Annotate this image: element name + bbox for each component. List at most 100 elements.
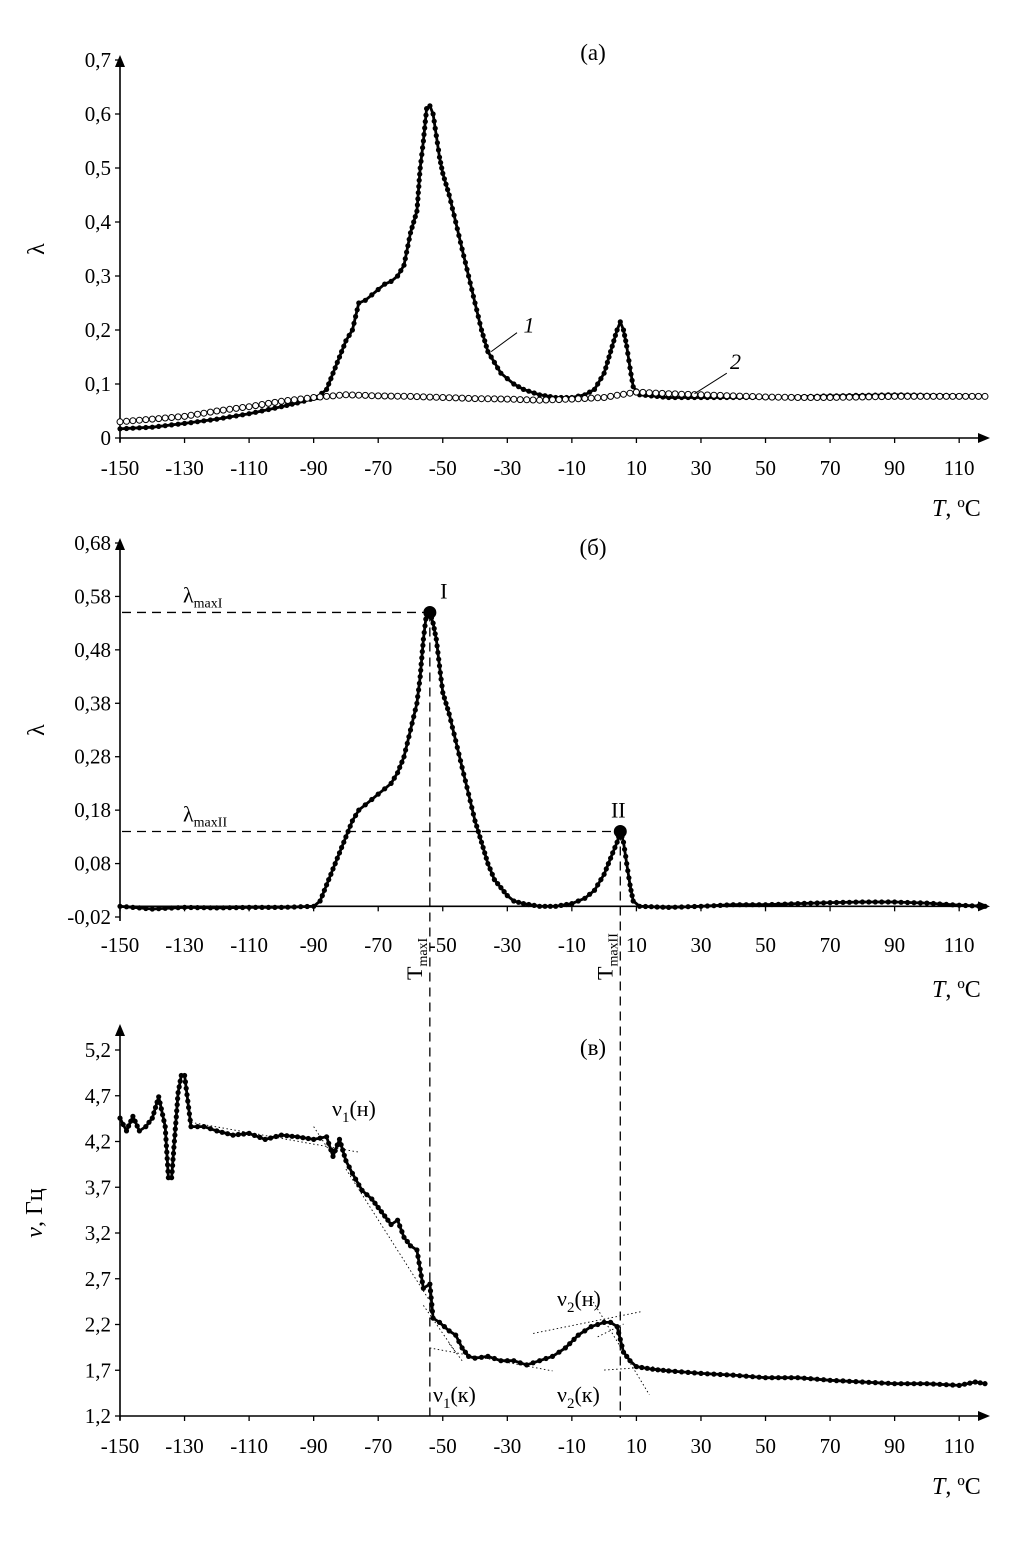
data-point — [241, 1131, 247, 1137]
data-point — [917, 1381, 924, 1387]
data-point — [788, 1375, 794, 1381]
data-point — [188, 904, 194, 911]
data-point — [852, 393, 860, 401]
data-point — [568, 395, 576, 403]
data-point — [614, 1324, 620, 1330]
data-point — [774, 393, 782, 401]
data-point — [332, 365, 338, 371]
data-point — [660, 904, 666, 910]
x-tick-label: 90 — [884, 456, 905, 480]
data-point — [467, 798, 473, 804]
data-point — [678, 390, 686, 398]
data-point — [334, 855, 340, 861]
data-point — [821, 1377, 827, 1383]
x-tick-label: -110 — [230, 1434, 268, 1458]
tangent-line — [597, 1323, 624, 1338]
data-point — [170, 1150, 177, 1156]
data-point — [400, 392, 408, 400]
data-point — [416, 1260, 422, 1266]
data-point — [240, 904, 246, 911]
data-point — [591, 887, 598, 893]
data-point — [775, 901, 782, 907]
data-point — [762, 902, 769, 908]
data-point — [762, 393, 769, 401]
annotation-n1-end: ν1(к) — [433, 1382, 476, 1412]
tangent-line — [590, 1298, 650, 1395]
data-point — [430, 620, 436, 626]
peak-2-lambda-label-part: λ — [183, 802, 194, 827]
data-point — [736, 392, 744, 400]
data-point — [175, 905, 181, 911]
data-point — [955, 392, 963, 400]
x-tick-label: 50 — [755, 933, 776, 957]
data-point — [537, 392, 543, 398]
data-point — [321, 887, 327, 893]
data-point — [235, 1131, 241, 1138]
data-point — [149, 424, 155, 430]
data-point — [174, 1102, 180, 1108]
x-tick-label: -130 — [165, 1434, 204, 1458]
data-point — [595, 882, 601, 888]
data-point — [362, 297, 368, 303]
data-point — [417, 1266, 423, 1272]
data-point — [885, 1380, 891, 1386]
data-point — [349, 1170, 355, 1176]
data-point — [407, 392, 414, 400]
data-point — [582, 1328, 588, 1334]
tangent-line — [429, 1347, 553, 1372]
data-point — [488, 354, 494, 360]
data-point — [742, 392, 750, 400]
data-point — [872, 1380, 878, 1386]
data-point — [201, 418, 207, 424]
data-point — [411, 714, 417, 720]
data-point — [911, 900, 917, 906]
y-tick-label: 0,08 — [74, 852, 111, 876]
data-point — [478, 395, 485, 403]
annotation-n1-end-part: (к) — [450, 1382, 475, 1407]
data-point — [419, 393, 427, 401]
data-point — [207, 1126, 213, 1132]
y-tick-label: 0,18 — [74, 798, 111, 822]
data-point — [485, 1353, 491, 1359]
data-point — [434, 643, 440, 649]
data-point — [290, 396, 298, 404]
data-point — [472, 818, 478, 824]
data-point — [262, 1136, 268, 1142]
data-point — [937, 1381, 943, 1387]
y-tick-label: 0,58 — [74, 584, 111, 608]
data-point — [184, 1092, 190, 1098]
data-point — [611, 338, 617, 344]
data-point — [265, 399, 272, 407]
data-point — [246, 411, 252, 417]
data-point — [807, 394, 815, 401]
y-tick-label: 2,7 — [85, 1267, 111, 1291]
data-point — [414, 208, 420, 214]
data-point — [605, 861, 612, 867]
data-point — [162, 905, 168, 911]
data-point — [788, 901, 794, 907]
y-axis-title: ν, Гц — [22, 1188, 48, 1238]
data-point — [853, 1379, 859, 1385]
data-point — [435, 147, 442, 153]
data-point — [723, 392, 731, 400]
data-point — [821, 900, 827, 906]
data-point — [187, 1117, 193, 1123]
data-point — [456, 751, 462, 757]
data-point — [684, 390, 692, 398]
y-tick-label: 0,68 — [74, 531, 111, 555]
data-point — [143, 424, 149, 431]
data-point — [429, 1301, 435, 1308]
data-point — [156, 1094, 162, 1100]
data-point — [711, 903, 717, 909]
data-point — [401, 262, 407, 268]
data-point — [833, 899, 840, 906]
data-point — [504, 893, 510, 899]
x-axis-title: T, ºC — [932, 977, 981, 1003]
data-point — [569, 901, 575, 907]
data-point — [567, 1341, 573, 1347]
data-point — [143, 1124, 149, 1130]
data-point — [272, 405, 278, 411]
data-point — [419, 649, 425, 655]
data-point — [737, 902, 743, 908]
peak-1-t-label-part: maxI — [416, 937, 431, 966]
